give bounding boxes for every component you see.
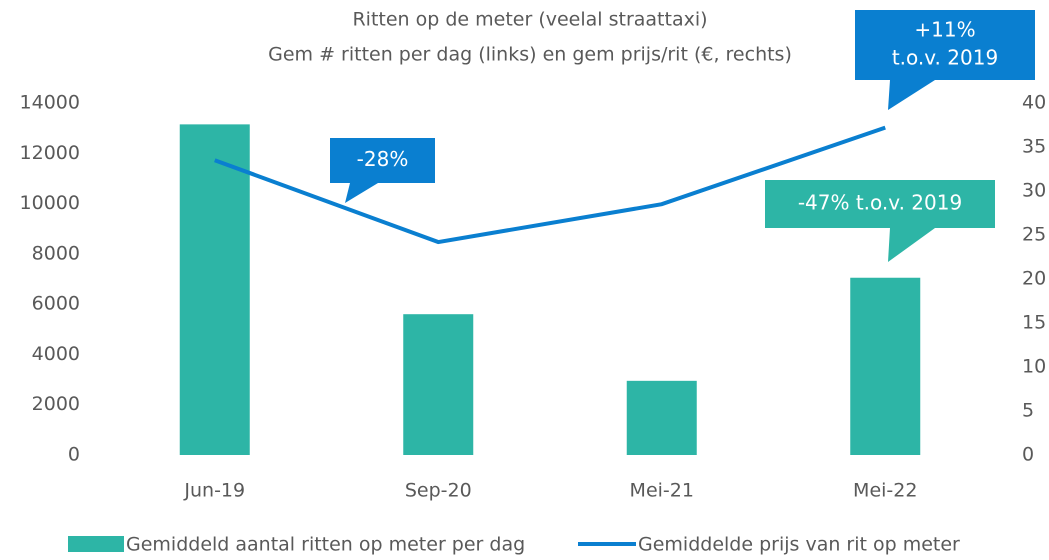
legend-label: Gemiddeld aantal ritten op meter per dag — [126, 534, 525, 556]
bar — [403, 314, 474, 455]
annotation-text: t.o.v. 2019 — [892, 46, 998, 70]
x-tick-label: Mei-21 — [630, 480, 694, 502]
y-tick-label: 6000 — [32, 293, 80, 315]
legend-swatch — [68, 536, 124, 552]
y2-tick-label: 35 — [1022, 136, 1046, 158]
annotation-text: -47% t.o.v. 2019 — [798, 191, 962, 215]
annotation-text: +11% — [914, 18, 975, 42]
annotation-box — [855, 10, 1035, 110]
line — [214, 125, 886, 245]
annotation-box — [330, 138, 435, 203]
x-tick-label: Jun-19 — [183, 480, 245, 502]
annotation-text: -28% — [357, 147, 409, 171]
chart-title: Ritten op de meter (veelal straattaxi) — [352, 9, 707, 31]
y-tick-label: 2000 — [32, 393, 80, 415]
y2-tick-label: 15 — [1022, 312, 1046, 334]
bar — [850, 277, 921, 455]
y2-tick-label: 10 — [1022, 356, 1046, 378]
x-tick-label: Sep-20 — [405, 480, 472, 502]
x-tick-label: Mei-22 — [853, 480, 917, 502]
y-tick-label: 14000 — [20, 92, 80, 114]
y2-tick-label: 30 — [1022, 180, 1046, 202]
y-tick-label: 10000 — [20, 192, 80, 214]
legend-label: Gemiddelde prijs van rit op meter — [638, 534, 960, 556]
y-tick-label: 8000 — [32, 242, 80, 264]
y2-tick-label: 25 — [1022, 224, 1046, 246]
y-tick-label: 0 — [68, 444, 80, 466]
annotation-box — [765, 180, 995, 262]
chart-subtitle: Gem # ritten per dag (links) en gem prij… — [268, 44, 792, 66]
y-tick-label: 4000 — [32, 343, 80, 365]
y2-tick-label: 5 — [1022, 400, 1034, 422]
y2-tick-label: 40 — [1022, 92, 1046, 114]
y-tick-label: 12000 — [20, 142, 80, 164]
bar — [626, 380, 697, 455]
y2-tick-label: 20 — [1022, 268, 1046, 290]
bar — [179, 124, 250, 455]
y2-tick-label: 0 — [1022, 444, 1034, 466]
